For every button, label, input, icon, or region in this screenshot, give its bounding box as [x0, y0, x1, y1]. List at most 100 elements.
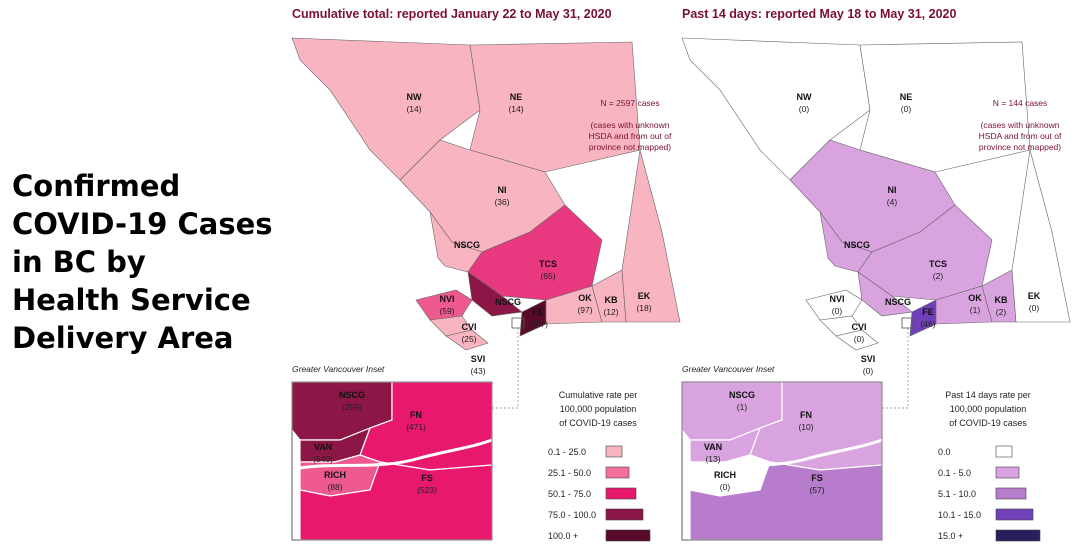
map-panel: Cumulative total: reported January 22 to…	[291, 7, 681, 542]
region-name: KB	[605, 295, 618, 305]
region-name: TCS	[539, 259, 557, 269]
region-count: (65)	[540, 271, 555, 281]
inset-region-count: (540)	[313, 454, 333, 464]
region-count: (18)	[636, 303, 651, 313]
region-name: KB	[995, 295, 1008, 305]
legend-title: Cumulative rate per	[559, 390, 638, 400]
inset-region-name: VAN	[314, 442, 332, 452]
note-line: (cases with unknown	[591, 120, 670, 130]
region-name: SVI	[861, 354, 876, 364]
region-name: CVI	[851, 322, 866, 332]
region-name: NW	[797, 92, 812, 102]
river	[689, 438, 883, 470]
legend-title: of COVID-19 cases	[559, 418, 637, 428]
region-name: NI	[888, 185, 897, 195]
legend-title: of COVID-19 cases	[949, 418, 1027, 428]
region-count: (36)	[494, 197, 509, 207]
inset-region-count: (88)	[327, 482, 342, 492]
region-shape	[857, 271, 913, 317]
inset-region-count: (523)	[417, 485, 437, 495]
region-count: (46)	[920, 319, 935, 329]
inset-region-name: RICH	[324, 470, 346, 480]
slide-title: Delivery Area	[12, 321, 233, 355]
region-count: (0)	[863, 366, 874, 376]
region-name: OK	[968, 293, 982, 303]
inset-region-name: NSCG	[729, 390, 755, 400]
region-name: EK	[1028, 291, 1041, 301]
region-count: (43)	[470, 366, 485, 376]
inset-region-name: VAN	[704, 442, 722, 452]
inset-region-count: (1)	[737, 402, 748, 412]
legend-label: 75.0 - 100.0	[548, 510, 596, 520]
region-name: FE	[532, 307, 544, 317]
region-name: NSCG	[454, 240, 480, 250]
legend-label: 5.1 - 10.0	[938, 489, 976, 499]
legend-label: 0.0	[938, 447, 951, 457]
inset-region-name: FS	[811, 473, 823, 483]
region-name: NSCG	[844, 240, 870, 250]
inset-region-count: (259)	[342, 402, 362, 412]
region-name: FE	[922, 307, 934, 317]
region-name: NW	[407, 92, 422, 102]
region-count: (0)	[1029, 303, 1040, 313]
region-count: (14)	[406, 104, 421, 114]
region-name: OK	[578, 293, 592, 303]
region-count: (59)	[439, 306, 454, 316]
region-count: (25)	[461, 334, 476, 344]
inset-frame	[291, 381, 493, 541]
region-shape	[467, 271, 523, 317]
case-total: N = 144 cases	[993, 98, 1048, 108]
inset-leader	[492, 328, 519, 409]
slide-title: Health Service	[12, 283, 251, 317]
region-name: NE	[900, 92, 913, 102]
note-line: province not mapped)	[589, 142, 671, 152]
region-name: NSCG	[885, 297, 911, 307]
inset-title: Greater Vancouver Inset	[682, 364, 775, 374]
legend-label: 15.0 +	[938, 531, 963, 541]
legend-title: 100,000 population	[950, 404, 1027, 414]
note-line: HSDA and from out of	[589, 131, 672, 141]
legend-swatch	[605, 445, 623, 458]
note-line: (cases with unknown	[981, 120, 1060, 130]
region-count: (367)	[528, 319, 548, 329]
region-shape	[805, 289, 863, 321]
slide-title: Confirmed	[12, 169, 180, 203]
region-name: EK	[638, 291, 651, 301]
region-count: (12)	[603, 307, 618, 317]
region-name: CVI	[461, 322, 476, 332]
legend-swatch	[995, 466, 1020, 479]
inset-region-count: (57)	[809, 485, 824, 495]
region-name: TCS	[929, 259, 947, 269]
legend-label: 0.1 - 5.0	[938, 468, 971, 478]
inset-region-name: FS	[421, 473, 433, 483]
inset-region-name: NSCG	[339, 390, 365, 400]
region-name: NI	[498, 185, 507, 195]
inset-region-name: FN	[800, 410, 812, 420]
legend-label: 0.1 - 25.0	[548, 447, 586, 457]
legend-swatch	[995, 508, 1034, 521]
region-count: (2)	[996, 307, 1007, 317]
legend-swatch	[605, 529, 651, 542]
region-count: (14)	[508, 104, 523, 114]
map-panel: Past 14 days: reported May 18 to May 31,…	[681, 7, 1071, 542]
legend-swatch	[995, 487, 1027, 500]
legend-label: 25.1 - 50.0	[548, 468, 591, 478]
region-count: (0)	[901, 104, 912, 114]
case-total: N = 2597 cases	[600, 98, 659, 108]
inset-region-name: RICH	[714, 470, 736, 480]
region-count: (0)	[799, 104, 810, 114]
region-shape	[835, 329, 879, 351]
region-count: (1)	[970, 305, 981, 315]
legend-label: 100.0 +	[548, 531, 578, 541]
inset-leader	[882, 328, 909, 409]
inset-region-count: (471)	[406, 422, 426, 432]
slide-title: in BC by	[12, 245, 146, 279]
river	[299, 438, 493, 470]
legend-title: Past 14 days rate per	[945, 390, 1031, 400]
slide-title: COVID-19 Cases	[12, 207, 273, 241]
legend-label: 50.1 - 75.0	[548, 489, 591, 499]
note-line: province not mapped)	[979, 142, 1061, 152]
region-name: NSCG	[495, 297, 521, 307]
region-name: NVI	[439, 294, 454, 304]
